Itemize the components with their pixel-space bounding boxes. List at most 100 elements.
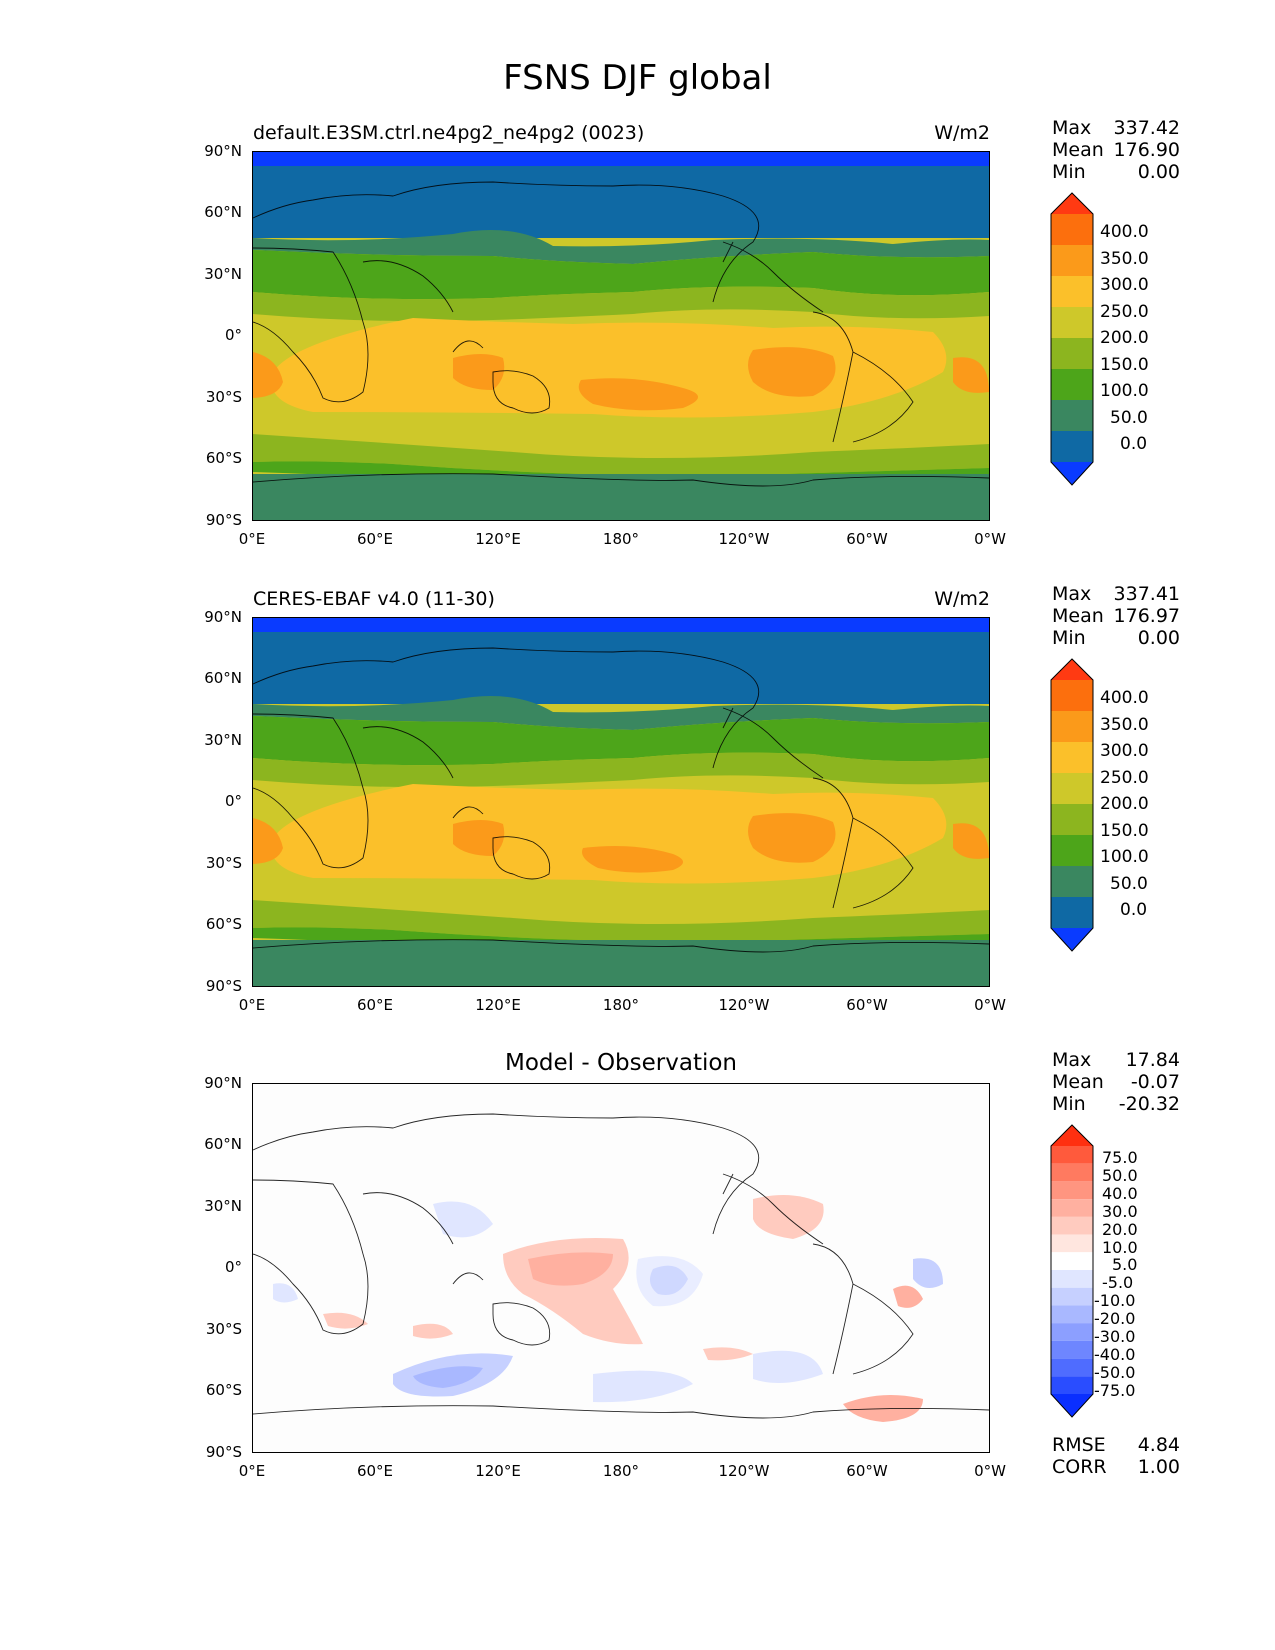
panel2-min-value: 0.00 <box>1137 627 1180 649</box>
diff-cbar-swatch-5 <box>1051 1216 1093 1235</box>
panel1-mean-value: 176.90 <box>1113 139 1180 161</box>
panel1-xtick-120e: 120°E <box>475 530 521 548</box>
panel1-cbar-label-350: 350.0 <box>1100 249 1149 269</box>
panel2-xtick-0w: 0°W <box>974 996 1006 1014</box>
panel2-ytick-60s: 60°S <box>205 915 242 933</box>
diff-cbar-label-40: 40.0 <box>1102 1184 1138 1203</box>
panel2-xtick-180: 180° <box>602 996 640 1014</box>
panel1-colorbar <box>1050 192 1094 486</box>
panel2-ytick-90n: 90°N <box>204 608 242 626</box>
diff-xtick-120w: 120°W <box>718 1462 770 1480</box>
diff-xtick-120e: 120°E <box>475 1462 521 1480</box>
panel1-cbar-swatch-3 <box>1051 276 1093 307</box>
panel1-ytick-30s: 30°S <box>205 388 242 406</box>
panel1-ytick-60s: 60°S <box>205 449 242 467</box>
panel1-stats: Max 337.42 Mean 176.90 Min 0.00 <box>1052 117 1180 183</box>
diff-cbar-swatch-12 <box>1051 1340 1093 1359</box>
diff-ytick-30n: 30°N <box>204 1197 242 1215</box>
panel2-xtick-0e: 0°E <box>238 996 266 1014</box>
diff-max-value: 17.84 <box>1125 1049 1180 1071</box>
diff-cbar-label-30: 30.0 <box>1102 1202 1138 1221</box>
panel2-min-label: Min <box>1052 627 1086 649</box>
panel2-title: CERES-EBAF v4.0 (11-30) <box>253 588 495 610</box>
diff-ytick-0: 0° <box>224 1258 242 1276</box>
panel2-cbar-label-100: 100.0 <box>1100 847 1149 867</box>
panel2-cbar-swatch-6 <box>1051 835 1093 866</box>
diff-panel-map <box>252 1083 990 1453</box>
panel1-cbar-label-0: 0.0 <box>1120 434 1148 454</box>
diff-footer: RMSE 4.84 CORR 1.00 <box>1052 1434 1180 1478</box>
diff-cbar-swatch-10 <box>1051 1305 1093 1324</box>
panel2-cbar-outline <box>1050 658 1094 952</box>
panel2-stats: Max 337.41 Mean 176.97 Min 0.00 <box>1052 583 1180 649</box>
diff-cbar-swatch-11 <box>1051 1323 1093 1341</box>
rmse-value: 4.84 <box>1137 1434 1180 1456</box>
panel2-xtick-120e: 120°E <box>475 996 521 1014</box>
panel1-ytick-90s: 90°S <box>205 511 242 529</box>
diff-ytick-60n: 60°N <box>204 1135 242 1153</box>
diff-colorbar-swatches <box>1050 1124 1094 1418</box>
panel1-min-label: Min <box>1052 161 1086 183</box>
panel2-cbar-label-300: 300.0 <box>1100 741 1149 761</box>
panel2-xtick-120w: 120°W <box>718 996 770 1014</box>
panel1-xtick-180: 180° <box>602 530 640 548</box>
panel2-mean-value: 176.97 <box>1113 605 1180 627</box>
panel2-max-value: 337.41 <box>1113 583 1180 605</box>
diff-cbar-swatch-8 <box>1051 1270 1093 1288</box>
panel2-cbar-label-50: 50.0 <box>1110 874 1148 894</box>
panel1-mean-label: Mean <box>1052 139 1104 161</box>
diff-xtick-60w: 60°W <box>846 1462 888 1480</box>
diff-cbar-label-75: 75.0 <box>1102 1148 1138 1167</box>
diff-cbar-label-neg50: -50.0 <box>1094 1363 1136 1382</box>
panel1-cbar-outline <box>1050 192 1094 486</box>
panel1-cbar-label-50: 50.0 <box>1110 408 1148 428</box>
panel1-cbar-swatch-1 <box>1051 214 1093 245</box>
diff-mean-label: Mean <box>1052 1071 1104 1093</box>
diff-cbar-swatch-7 <box>1051 1252 1093 1270</box>
panel2-ytick-30n: 30°N <box>204 731 242 749</box>
panel2-cbar-swatch-1 <box>1051 680 1093 711</box>
panel2-cbar-swatch-9 <box>1051 928 1093 951</box>
panel1-cbar-swatch-8 <box>1051 431 1093 462</box>
panel1-ytick-90n: 90°N <box>204 142 242 160</box>
diff-cbar-swatch-13 <box>1051 1358 1093 1377</box>
diff-cbar-label-5: 5.0 <box>1112 1255 1138 1274</box>
panel1-ytick-60n: 60°N <box>204 203 242 221</box>
diff-panel-title: Model - Observation <box>504 1050 738 1076</box>
diff-cbar-outline <box>1050 1124 1094 1418</box>
diff-cbar-swatch-3 <box>1051 1181 1093 1200</box>
diff-ytick-90n: 90°N <box>204 1074 242 1092</box>
panel2-cbar-swatch-8 <box>1051 897 1093 928</box>
panel1-max-label: Max <box>1052 117 1092 139</box>
diff-cbar-label-10: 10.0 <box>1102 1238 1138 1257</box>
panel1-map <box>252 151 990 521</box>
diff-cbar-label-neg5: -5.0 <box>1102 1273 1134 1292</box>
figure-title: FSNS DJF global <box>503 58 772 98</box>
panel1-cbar-label-250: 250.0 <box>1100 302 1149 322</box>
panel1-cbar-swatch-0 <box>1051 193 1093 214</box>
diff-cbar-label-neg75: -75.0 <box>1094 1381 1136 1400</box>
panel1-xtick-60e: 60°E <box>356 530 394 548</box>
diff-max-label: Max <box>1052 1049 1092 1071</box>
diff-ytick-60s: 60°S <box>205 1381 242 1399</box>
panel2-field <box>253 618 989 986</box>
diff-panel-field <box>253 1084 989 1452</box>
diff-ytick-90s: 90°S <box>205 1443 242 1461</box>
diff-cbar-swatch-14 <box>1051 1376 1093 1394</box>
panel2-xtick-60e: 60°E <box>356 996 394 1014</box>
panel1-cbar-swatch-7 <box>1051 400 1093 431</box>
panel1-cbar-swatch-2 <box>1051 245 1093 276</box>
corr-value: 1.00 <box>1137 1456 1180 1478</box>
diff-cbar-swatch-6 <box>1051 1234 1093 1253</box>
rmse-label: RMSE <box>1052 1434 1106 1456</box>
diff-cbar-swatch-0 <box>1051 1125 1093 1146</box>
panel1-cbar-swatch-5 <box>1051 338 1093 369</box>
diff-cbar-swatch-9 <box>1051 1287 1093 1306</box>
diff-min-value: -20.32 <box>1118 1093 1180 1115</box>
panel1-cbar-swatch-9 <box>1051 462 1093 485</box>
panel2-cbar-label-350: 350.0 <box>1100 715 1149 735</box>
panel1-ytick-30n: 30°N <box>204 265 242 283</box>
panel2-cbar-label-150: 150.0 <box>1100 821 1149 841</box>
diff-mean-value: -0.07 <box>1130 1071 1180 1093</box>
panel2-mean-label: Mean <box>1052 605 1104 627</box>
